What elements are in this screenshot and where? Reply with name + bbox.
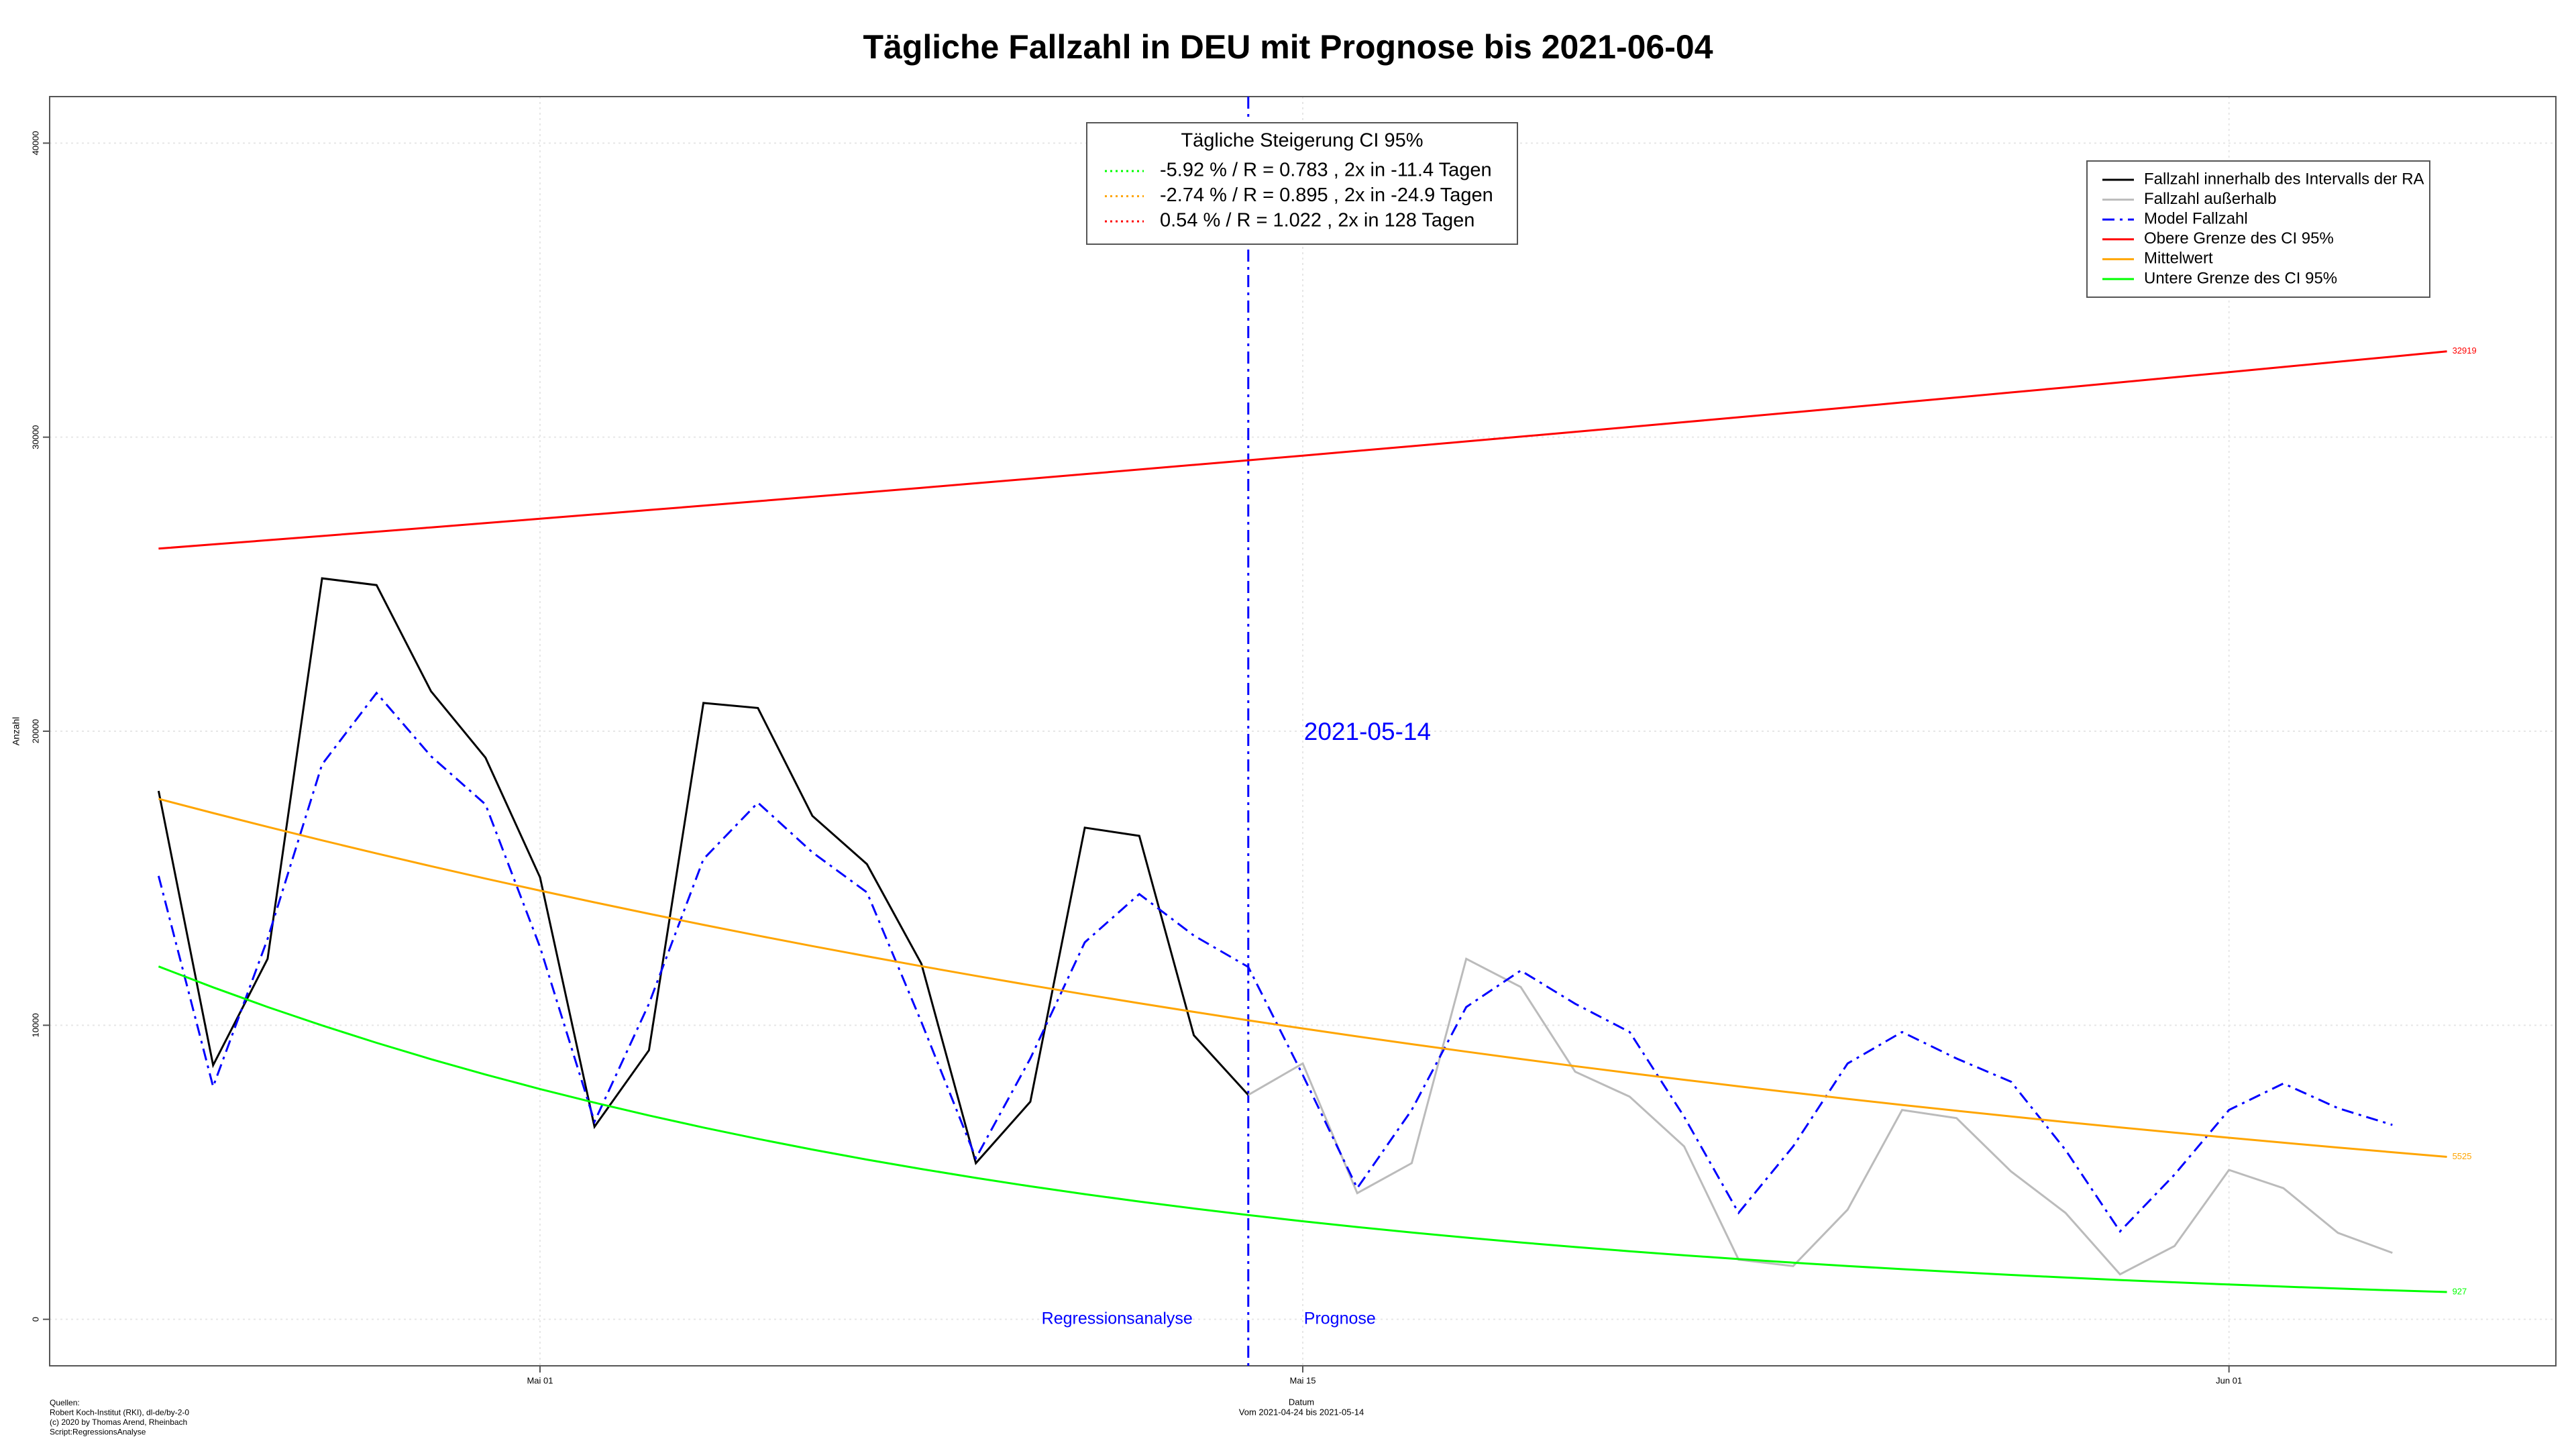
growth-legend-box	[1086, 122, 1518, 245]
series-line	[158, 798, 2447, 1158]
y-tick-label: 30000	[30, 425, 40, 449]
legend-label: Mittelwert	[2144, 250, 2213, 268]
legend-label: Obere Grenze des CI 95%	[2144, 229, 2334, 248]
legend-label: Fallzahl außerhalb	[2144, 190, 2276, 208]
growth-legend-title: Tägliche Steigerung CI 95%	[1181, 130, 1423, 152]
annotation: Regressionsanalyse	[1042, 1309, 1193, 1328]
y-axis-label: Anzahl	[11, 717, 21, 746]
annotation: Prognose	[1304, 1309, 1376, 1328]
growth-legend-label: -2.74 % / R = 0.895 , 2x in -24.9 Tagen	[1160, 184, 1493, 206]
divider-date: 2021-05-14	[1304, 718, 1431, 745]
series-line	[157, 577, 1249, 1165]
series-line	[1248, 957, 2393, 1276]
legend-box	[2086, 160, 2430, 298]
source-line: Quellen:	[50, 1398, 80, 1407]
y-tick-label: 0	[30, 1317, 40, 1322]
y-tick-label: 40000	[30, 131, 40, 155]
growth-legend-label: 0.54 % / R = 1.022 , 2x in 128 Tagen	[1160, 210, 1474, 231]
x-tick-label: Mai 01	[527, 1375, 553, 1385]
series-line	[158, 965, 2447, 1293]
legend-label: Fallzahl innerhalb des Intervalls der RA	[2144, 170, 2424, 188]
series-line	[157, 691, 2393, 1233]
x-axis-subtitle: Vom 2021-04-24 bis 2021-05-14	[1239, 1407, 1364, 1417]
end-label: 927	[2453, 1286, 2467, 1296]
end-label: 5525	[2453, 1151, 2472, 1161]
x-tick-label: Jun 01	[2216, 1375, 2242, 1385]
series-line	[158, 350, 2447, 550]
end-label: 32919	[2453, 345, 2477, 356]
chart-title: Tägliche Fallzahl in DEU mit Prognose bi…	[863, 28, 1713, 66]
source-line: Robert Koch-Institut (RKI), dl-de/by-2-0	[50, 1408, 189, 1417]
legend-label: Untere Grenze des CI 95%	[2144, 269, 2337, 287]
legend-label: Model Fallzahl	[2144, 210, 2248, 228]
y-tick-label: 20000	[30, 719, 40, 743]
x-tick-label: Mai 15	[1289, 1375, 1316, 1385]
source-line: Script:RegressionsAnalyse	[50, 1428, 146, 1437]
growth-legend-label: -5.92 % / R = 0.783 , 2x in -11.4 Tagen	[1160, 160, 1492, 181]
source-line: (c) 2020 by Thomas Arend, Rheinbach	[50, 1417, 187, 1427]
x-axis-label: Datum	[1289, 1397, 1314, 1407]
y-tick-label: 10000	[30, 1013, 40, 1037]
